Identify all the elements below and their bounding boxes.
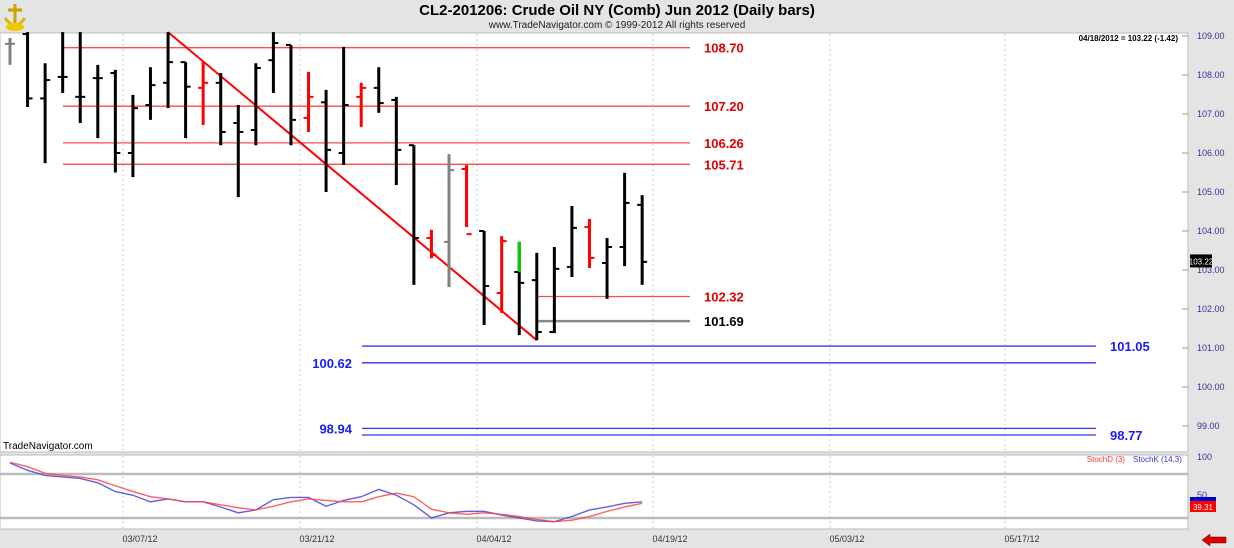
ohlc-bar-04/02/12 xyxy=(444,154,454,288)
stochk-value-marker xyxy=(1190,497,1216,501)
stochd-value-label: 39.31 xyxy=(1193,503,1214,512)
level-label: 101.69 xyxy=(704,314,744,329)
level-label: 101.05 xyxy=(1110,339,1150,354)
level-label: 100.62 xyxy=(312,356,352,371)
stochastic-panel xyxy=(0,454,1189,530)
trendline xyxy=(167,31,538,341)
ohlc-bar-03/22/12 xyxy=(321,89,332,192)
ohlc-bar-03/16/12 xyxy=(250,63,261,146)
ohlc-bar-04/13/12 xyxy=(584,218,595,269)
y-tick-label: 106.00 xyxy=(1197,148,1225,158)
ohlc-bar-03/20/12 xyxy=(285,43,296,146)
y-tick-label: 107.00 xyxy=(1197,109,1225,119)
y-tick-label: 104.00 xyxy=(1197,226,1225,236)
level-label: 108.70 xyxy=(704,41,744,56)
ohlc-bar-03/08/12 xyxy=(145,67,156,120)
ohlc-bar-03/12/12 xyxy=(180,61,191,139)
ohlc-bar-03/14/12 xyxy=(215,73,226,146)
ohlc-bar-04/12/12 xyxy=(566,206,577,278)
level-label: 98.77 xyxy=(1110,428,1143,443)
x-tick-label: 03/07/12 xyxy=(122,534,157,544)
stoch-y-tick-label: 100 xyxy=(1197,452,1212,462)
ohlc-bar-04/17/12 xyxy=(619,172,630,267)
ohlc-bar-02/29/12 xyxy=(40,63,51,164)
scroll-left-arrow-icon[interactable] xyxy=(1201,533,1227,547)
y-tick-label: 101.00 xyxy=(1197,343,1225,353)
ohlc-bar-03/19/12 xyxy=(268,32,279,93)
last-price-label: 103.22 xyxy=(1189,257,1214,266)
ohlc-bar-02/27/12 xyxy=(5,37,15,65)
y-tick-label: 99.00 xyxy=(1197,421,1220,431)
ohlc-bar-04/05/12 xyxy=(496,236,507,313)
watermark-text: TradeNavigator.com xyxy=(3,441,93,452)
legend-stochk: StochK (14,3) xyxy=(1133,455,1182,464)
y-tick-label: 108.00 xyxy=(1197,70,1225,80)
ohlc-bar-03/28/12 xyxy=(391,96,402,185)
ohlc-bar-02/28/12 xyxy=(22,32,33,107)
y-tick-label: 105.00 xyxy=(1197,187,1225,197)
tradenavigator-logo-icon xyxy=(2,2,28,37)
legend-stochd: StochD (3) xyxy=(1087,455,1126,464)
ohlc-bar-04/11/12 xyxy=(549,246,560,334)
last-quote-readout: 04/18/2012 = 103.22 (-1.42) xyxy=(1078,34,1178,43)
level-label: 102.32 xyxy=(704,290,744,305)
level-label: 105.71 xyxy=(704,157,744,172)
x-tick-label: 05/17/12 xyxy=(1004,534,1039,544)
x-tick-label: 04/04/12 xyxy=(476,534,511,544)
ohlc-bar-03/15/12 xyxy=(233,105,244,198)
stoch-series-d xyxy=(9,461,643,523)
y-tick-label: 103.00 xyxy=(1197,265,1225,275)
level-label: 107.20 xyxy=(704,99,744,114)
ohlc-bar-03/29/12 xyxy=(408,144,419,285)
x-tick-label: 05/03/12 xyxy=(829,534,864,544)
x-tick-label: 04/19/12 xyxy=(652,534,687,544)
ohlc-bar-04/16/12 xyxy=(602,238,613,299)
y-tick-label: 100.00 xyxy=(1197,382,1225,392)
ohlc-bar-03/30/12 xyxy=(426,229,437,259)
copyright-subtitle: www.TradeNavigator.com © 1999-2012 All r… xyxy=(488,20,746,31)
ohlc-bar-04/18/12 xyxy=(637,195,648,285)
price-panel xyxy=(0,32,1189,453)
last-price-box xyxy=(1190,254,1212,268)
level-label: 106.26 xyxy=(704,136,744,151)
level-label: 98.94 xyxy=(319,421,352,436)
ohlc-bar-03/27/12 xyxy=(373,67,384,113)
stoch-y-tick-label: 50 xyxy=(1197,490,1207,500)
ohlc-bar-04/03/12 xyxy=(461,165,472,236)
y-tick-label: 102.00 xyxy=(1197,304,1225,314)
ohlc-bar-03/01/12 xyxy=(57,32,68,93)
y-tick-label: 109.00 xyxy=(1197,31,1225,41)
ohlc-bar-04/10/12 xyxy=(531,252,542,341)
ohlc-bar-03/26/12 xyxy=(356,82,367,127)
ohlc-bar-03/02/12 xyxy=(75,32,86,123)
ohlc-bar-03/07/12 xyxy=(127,94,138,178)
ohlc-bar-03/09/12 xyxy=(163,32,174,109)
chart-title: CL2-201206: Crude Oil NY (Comb) Jun 2012… xyxy=(419,2,815,19)
ohlc-bar-03/23/12 xyxy=(338,46,349,165)
ohlc-bar-03/13/12 xyxy=(198,62,209,125)
ohlc-bar-03/21/12 xyxy=(303,71,314,132)
ohlc-bar-04/04/12 xyxy=(479,230,490,325)
stoch-series-k xyxy=(9,462,643,523)
x-tick-label: 03/21/12 xyxy=(299,534,334,544)
ohlc-bar-03/06/12 xyxy=(110,69,121,173)
ohlc-bar-03/05/12 xyxy=(92,64,103,139)
stochd-value-box xyxy=(1190,501,1216,512)
